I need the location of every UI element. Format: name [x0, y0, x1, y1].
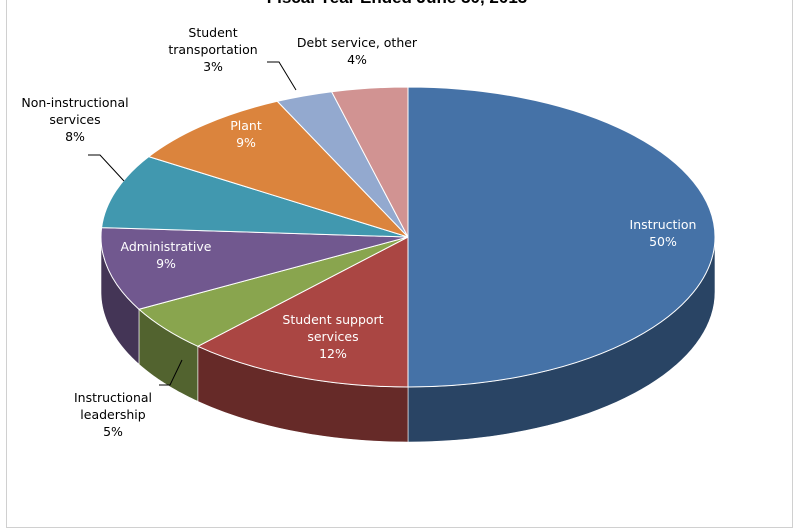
pie-slice-instruction [407, 86, 716, 388]
data-label-line: services [307, 329, 358, 344]
chart-title: Fiscal Year Ended June 30, 2013 [0, 0, 794, 8]
pie-slice-administrative [100, 227, 409, 310]
data-label-line: transportation [168, 42, 257, 57]
data-label-student_support: Student support services 12% [282, 312, 383, 361]
data-label-line: 3% [203, 59, 223, 74]
pie-slice-student_support [196, 236, 409, 388]
data-label-line: Administrative [121, 239, 212, 254]
leader-line-student_transportation [267, 61, 297, 91]
data-label-line: Instruction [630, 217, 697, 232]
data-label-line: Student [188, 25, 237, 40]
data-label-line: Non-instructional [21, 95, 128, 110]
data-label-line: services [49, 112, 100, 127]
data-label-line: Instructional [74, 390, 152, 405]
data-label-administrative: Administrative 9% [121, 239, 212, 271]
data-label-debt_service: Debt service, other 4% [297, 35, 418, 67]
data-label-plant: Plant 9% [230, 118, 262, 150]
data-label-line: Student support [282, 312, 383, 327]
data-label-line: 4% [347, 52, 367, 67]
data-label-line: Plant [230, 118, 262, 133]
data-label-line: leadership [80, 407, 145, 422]
data-label-student_transportation: Student transportation 3% [168, 25, 257, 74]
data-label-instruction: Instruction 50% [630, 217, 697, 249]
data-label-line: 12% [319, 346, 347, 361]
data-label-instructional_leadership: Instructional leadership 5% [74, 390, 152, 439]
leader-line-non_instructional [88, 154, 125, 182]
data-label-line: Debt service, other [297, 35, 418, 50]
pie-slice-non_instructional [101, 156, 409, 238]
data-label-non_instructional: Non-instructional services 8% [21, 95, 128, 144]
pie-slice-debt_service [330, 86, 409, 238]
data-label-line: 8% [65, 129, 85, 144]
pie-slice-plant [147, 100, 409, 238]
data-label-line: 9% [156, 256, 176, 271]
leader-line-instructional_leadership [159, 359, 183, 386]
pie-top [100, 86, 716, 388]
data-label-line: 50% [649, 234, 677, 249]
data-label-line: 9% [236, 135, 256, 150]
data-label-line: 5% [103, 424, 123, 439]
